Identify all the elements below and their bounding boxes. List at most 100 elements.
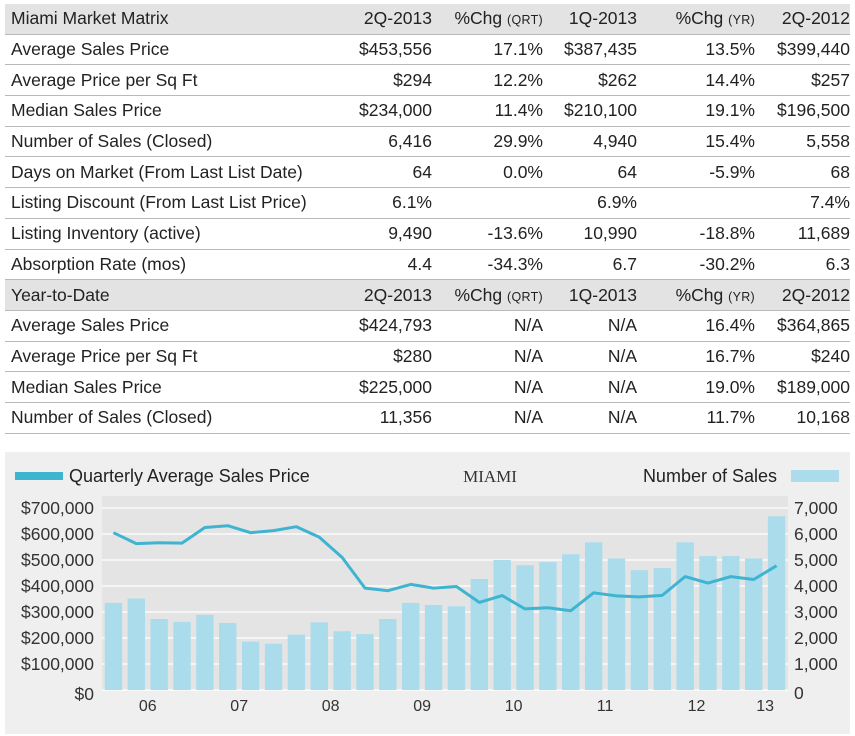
plot-area (102, 496, 788, 690)
x-tick-label: 10 (505, 698, 523, 715)
table-cell: 19.0% (637, 371, 755, 403)
bar (287, 634, 306, 690)
line-series (112, 524, 778, 613)
x-tick-label: 13 (756, 698, 774, 715)
section-title: Year-to-Date (5, 279, 341, 311)
table-row: Absorption Rate (mos) 4.4 -34.3% 6.7 -30.2% 6… (5, 249, 850, 281)
bar (447, 606, 466, 690)
table-cell: -30.2% (637, 249, 755, 281)
bar (402, 602, 420, 690)
table-cell: N/A (543, 310, 637, 342)
bar (676, 542, 694, 690)
row-label: Median Sales Price (5, 95, 341, 127)
bar (333, 631, 351, 690)
market-matrix-table: Miami Market Matrix 2Q-2013 %Chg (QRT) 1Q-2… (5, 4, 850, 434)
header-chg-yr-text: %Chg (675, 8, 724, 29)
y-left-tick-label: $600,000 (21, 524, 94, 544)
table-cell: 15.4% (637, 126, 755, 158)
table-cell: $424,793 (341, 310, 432, 342)
bar (219, 622, 237, 690)
bar (379, 619, 397, 690)
header-2q-2012: 2Q-2012 (755, 4, 850, 35)
row-label: Number of Sales (Closed) (5, 402, 341, 434)
table-row: Average Price per Sq Ft $280 N/A N/A 16.7% $2… (5, 341, 850, 373)
table-row: Listing Discount (From Last List Price) 6… (5, 187, 850, 219)
table-cell: $262 (543, 64, 637, 97)
y-right-tick-label: 6,000 (794, 524, 838, 544)
table-cell: 64 (543, 156, 637, 189)
table-cell: 6.1% (341, 187, 432, 219)
y-left-tick-label: $0 (75, 684, 95, 704)
header-chg-qrt: %Chg (QRT) (432, 279, 543, 311)
x-tick-label: 06 (139, 698, 157, 715)
bar (173, 621, 191, 690)
table-cell: 11.7% (637, 402, 755, 434)
gridlines (102, 507, 788, 691)
table-cell: -34.3% (432, 249, 543, 281)
y-left-tick-label: $500,000 (21, 550, 94, 570)
table-cell: $364,865 (755, 310, 850, 342)
bar (150, 619, 168, 690)
x-tick-label: 09 (413, 698, 431, 715)
header-chg-qrt-text: (QRT) (507, 289, 543, 304)
table-cell: 6,416 (341, 126, 432, 158)
section-header-row: Year-to-Date 2Q-2013 %Chg (QRT) 1Q-2013 %Chg… (5, 279, 850, 311)
sales-price-chart: $0 $100,000 $200,000 $300,000 $400,000 $500,0… (5, 452, 850, 734)
bar (539, 562, 557, 690)
header-2q-2013: 2Q-2013 (341, 4, 432, 35)
bar (699, 556, 717, 690)
legend-line-label: Quarterly Average Sales Price (69, 466, 310, 486)
table-cell: 16.7% (637, 341, 755, 373)
table-cell: $196,500 (755, 95, 850, 127)
bar (493, 560, 511, 690)
bar (127, 598, 145, 690)
table-cell: N/A (432, 402, 543, 434)
table-cell (637, 187, 755, 219)
bar (562, 554, 580, 690)
bar (722, 556, 740, 690)
row-label: Absorption Rate (mos) (5, 249, 341, 281)
x-tick-label: 12 (688, 698, 706, 715)
table-cell: 16.4% (637, 310, 755, 342)
row-label: Median Sales Price (5, 371, 341, 403)
table-cell: 10,990 (543, 218, 637, 250)
table-row: Median Sales Price $225,000 N/A N/A 19.0% $18… (5, 371, 850, 403)
bar (653, 568, 671, 690)
row-label: Average Price per Sq Ft (5, 341, 341, 373)
bar (516, 565, 534, 690)
x-tick-label: 08 (322, 698, 340, 715)
y-right-tick-label: 5,000 (794, 550, 838, 570)
bar (470, 578, 488, 690)
table-cell: 12.2% (432, 64, 543, 97)
table-cell: 6.9% (543, 187, 637, 219)
table-cell: $294 (341, 64, 432, 97)
legend-line-swatch (15, 472, 63, 480)
bar (196, 614, 214, 690)
header-2q-2012: 2Q-2012 (755, 279, 850, 311)
bar (607, 558, 626, 690)
y-right-tick-label: 2,000 (794, 628, 838, 648)
header-chg-yr: %Chg (YR) (637, 4, 755, 35)
bar (356, 634, 374, 690)
header-2q-2013-text: 2Q-2013 (363, 8, 432, 29)
table-cell: 0.0% (432, 156, 543, 189)
y-left-tick-label: $400,000 (21, 576, 94, 596)
table-cell: N/A (543, 371, 637, 403)
y-right-tick-label: 1,000 (794, 654, 838, 674)
header-chg-qrt-text: %Chg (454, 8, 503, 29)
bar (264, 643, 283, 690)
header-chg-yr-text: (YR) (728, 13, 755, 28)
header-chg-qrt-text: %Chg (454, 284, 503, 305)
y-right-tick-label: 3,000 (794, 602, 838, 622)
table-cell: 14.4% (637, 64, 755, 97)
section-title-text: Miami Market Matrix (11, 8, 169, 29)
table-cell: -5.9% (637, 156, 755, 189)
header-1q-2013: 1Q-2013 (543, 279, 637, 311)
bar (584, 542, 603, 690)
table-cell: $210,100 (543, 95, 637, 127)
header-2q-2013: 2Q-2013 (341, 279, 432, 311)
legend-bar-swatch (791, 470, 839, 482)
table-cell: 5,558 (755, 126, 850, 158)
table-cell: 4.4 (341, 249, 432, 281)
y-left-tick-label: $100,000 (21, 654, 94, 674)
